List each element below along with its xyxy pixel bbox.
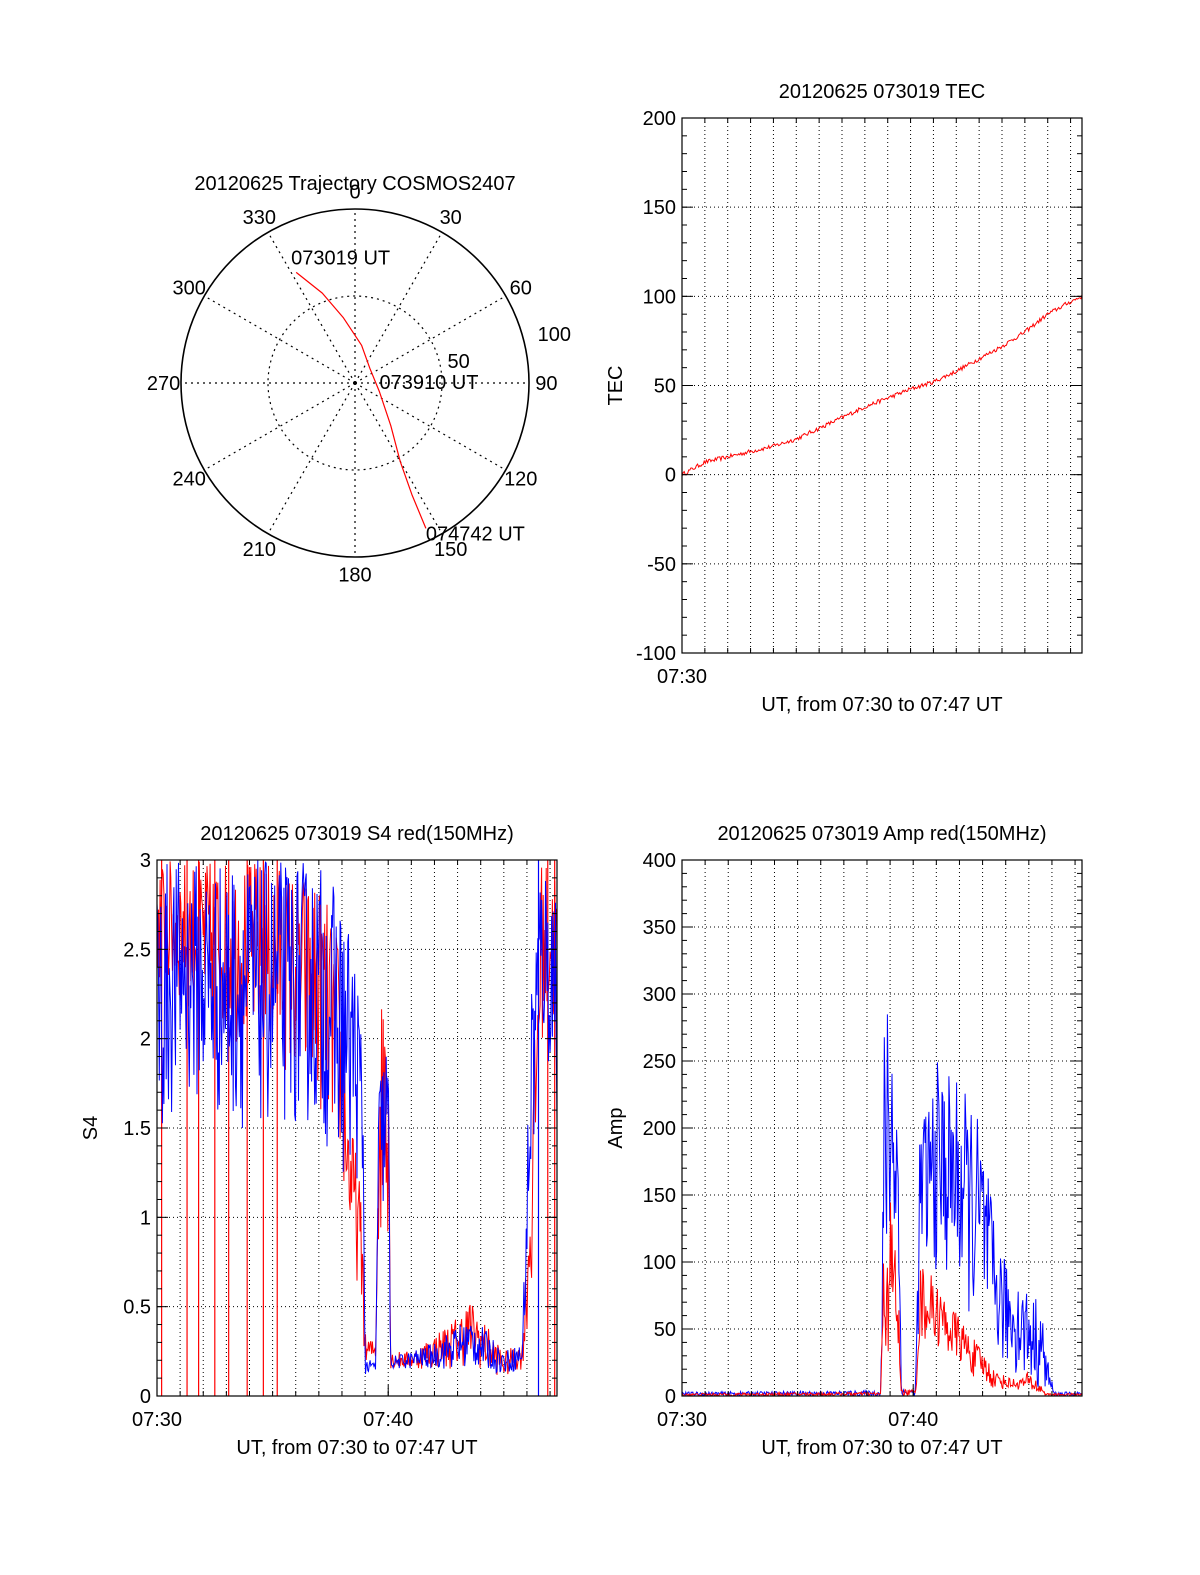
amp-chart: 0 50 100 150 200 250 300 350 400 07:30 07:40 201206…: [605, 823, 1083, 1459]
polar-angle-label: 300: [173, 277, 206, 299]
amp-y-tick-label: 350: [643, 917, 676, 939]
s4-chart: 0 0.5 1 1.5 2 2.5 3 07:30 07:40 20120625 073019 S…: [80, 823, 558, 1459]
polar-angle-label: 90: [535, 373, 557, 395]
polar-radial-label: 50: [448, 351, 470, 373]
tec-series-red: [682, 294, 1082, 477]
polar-spoke: [267, 232, 356, 384]
polar-angle-label: 330: [243, 207, 276, 229]
tec-y-axis-label: TEC: [605, 366, 627, 406]
tec-x-tick-label: 07:30: [657, 666, 707, 688]
tec-y-tick-label: 150: [643, 197, 676, 219]
s4-y-tick-label: 2.5: [123, 939, 151, 961]
polar-angle-label: 120: [504, 469, 537, 491]
polar-spoke: [204, 382, 356, 471]
polar-annotation: 073910 UT: [380, 372, 479, 394]
amp-y-axis-label: Amp: [605, 1107, 627, 1148]
polar-annotation: 073019 UT: [291, 247, 390, 269]
amp-x-tick-label: 07:40: [888, 1409, 938, 1431]
tec-x-axis-label: UT, from 07:30 to 07:47 UT: [761, 694, 1002, 716]
amp-y-tick-label: 250: [643, 1051, 676, 1073]
polar-spoke: [354, 232, 443, 384]
tec-series-group: [682, 294, 1082, 477]
tec-title: 20120625 073019 TEC: [779, 81, 985, 103]
tec-chart: -100 -50 0 50 100 150 200 07:30 20120625 073019 …: [605, 81, 1083, 716]
amp-y-tick-label: 100: [643, 1252, 676, 1274]
polar-trajectory: [295, 271, 427, 529]
amp-y-tick-label: 0: [665, 1386, 676, 1408]
s4-title: 20120625 073019 S4 red(150MHz): [200, 823, 514, 845]
tec-y-tick-label: -100: [636, 643, 676, 665]
polar-annotation: 074742 UT: [426, 523, 525, 545]
polar-spoke: [354, 295, 506, 384]
polar-chart: 0 30 60 90 120 150 180 210 240 270 300 330 50 100 0730…: [147, 173, 571, 586]
tec-y-tick-label: -50: [647, 554, 676, 576]
polar-radial-label: 100: [538, 324, 571, 346]
s4-y-tick-label: 0: [140, 1386, 151, 1408]
polar-title: 20120625 Trajectory COSMOS2407: [194, 173, 515, 195]
amp-y-tick-label: 50: [654, 1319, 676, 1341]
amp-title: 20120625 073019 Amp red(150MHz): [717, 823, 1046, 845]
amp-x-axis-label: UT, from 07:30 to 07:47 UT: [761, 1437, 1002, 1459]
polar-outer-circle: [180, 208, 530, 558]
polar-angle-label: 240: [173, 469, 206, 491]
s4-y-tick-label: 2: [140, 1029, 151, 1051]
s4-y-axis-label: S4: [80, 1116, 102, 1140]
s4-series-blue: [157, 860, 557, 1375]
amp-y-tick-label: 150: [643, 1185, 676, 1207]
polar-spoke: [204, 295, 356, 384]
s4-x-axis-label: UT, from 07:30 to 07:47 UT: [236, 1437, 477, 1459]
amp-x-tick-label: 07:30: [657, 1409, 707, 1431]
tec-y-tick-label: 100: [643, 286, 676, 308]
s4-y-tick-label: 1.5: [123, 1118, 151, 1140]
polar-angle-label: 270: [147, 373, 180, 395]
polar-angle-label: 150: [434, 539, 467, 561]
s4-x-tick-label: 07:30: [132, 1409, 182, 1431]
amp-series-red: [682, 1202, 1082, 1396]
polar-angle-label: 30: [440, 207, 462, 229]
s4-x-tick-label: 07:40: [363, 1409, 413, 1431]
tec-y-tick-label: 200: [643, 108, 676, 130]
s4-y-tick-label: 1: [140, 1207, 151, 1229]
polar-angle-label: 210: [243, 539, 276, 561]
amp-y-tick-label: 300: [643, 984, 676, 1006]
amp-y-tick-label: 400: [643, 850, 676, 872]
s4-y-tick-label: 3: [140, 850, 151, 872]
polar-spoke: [354, 382, 506, 471]
polar-angle-label: 0: [349, 182, 360, 204]
polar-angle-label: 60: [510, 277, 532, 299]
tec-y-tick-label: 50: [654, 376, 676, 398]
amp-series-group: [682, 1014, 1082, 1396]
amp-y-tick-label: 200: [643, 1118, 676, 1140]
polar-spoke: [354, 382, 443, 534]
tec-y-tick-label: 0: [665, 465, 676, 487]
polar-spoke: [267, 382, 356, 534]
polar-ring: [267, 295, 443, 471]
polar-angle-label: 180: [338, 564, 371, 586]
s4-y-tick-label: 0.5: [123, 1297, 151, 1319]
